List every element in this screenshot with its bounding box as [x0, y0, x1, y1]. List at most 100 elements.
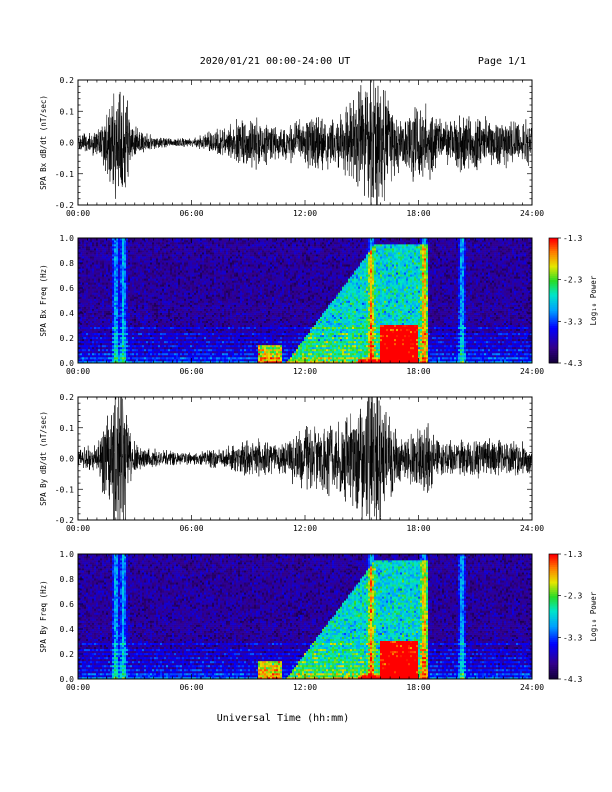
heatmap-cell	[154, 305, 156, 307]
heatmap-cell	[112, 250, 114, 252]
heatmap-cell	[204, 260, 206, 262]
heatmap-cell	[160, 347, 162, 349]
heatmap-cell	[196, 327, 198, 329]
heatmap-cell	[180, 264, 182, 266]
heatmap-cell	[126, 274, 128, 276]
heatmap-cell	[96, 282, 98, 284]
heatmap-cell	[206, 282, 208, 284]
heatmap-cell	[184, 307, 186, 309]
heatmap-cell	[222, 351, 224, 353]
heatmap-cell	[140, 347, 142, 349]
heatmap-cell	[104, 343, 106, 345]
heatmap-cell	[80, 286, 82, 288]
heatmap-cell	[122, 246, 124, 248]
heatmap-cell	[132, 315, 134, 317]
heatmap-cell	[116, 347, 118, 349]
heatmap-cell	[196, 262, 198, 264]
heatmap-cell	[92, 355, 94, 357]
heatmap-cell	[122, 337, 124, 339]
heatmap-cell	[116, 327, 118, 329]
heatmap-cell	[192, 315, 194, 317]
heatmap-cell	[192, 298, 194, 300]
heatmap-cell	[124, 244, 126, 246]
heatmap-cell	[152, 315, 154, 317]
heatmap-cell	[122, 276, 124, 278]
heatmap-cell	[232, 303, 234, 305]
heatmap-cell	[220, 268, 222, 270]
heatmap-cell	[154, 319, 156, 321]
heatmap-cell	[168, 343, 170, 345]
heatmap-cell	[92, 359, 94, 361]
heatmap-cell	[142, 298, 144, 300]
heatmap-cell	[200, 260, 202, 262]
heatmap-cell	[176, 359, 178, 361]
heatmap-cell	[198, 280, 200, 282]
heatmap-cell	[190, 323, 192, 325]
heatmap-cell	[128, 327, 130, 329]
heatmap-cell	[164, 313, 166, 315]
heatmap-cell	[142, 357, 144, 359]
heatmap-cell	[224, 240, 226, 242]
heatmap-cell	[164, 286, 166, 288]
heatmap-cell	[156, 323, 158, 325]
heatmap-cell	[158, 357, 160, 359]
heatmap-cell	[196, 268, 198, 270]
heatmap-cell	[210, 252, 212, 254]
heatmap-cell	[108, 351, 110, 353]
heatmap-cell	[174, 311, 176, 313]
heatmap-cell	[112, 272, 114, 274]
heatmap-cell	[194, 309, 196, 311]
heatmap-cell	[122, 240, 124, 242]
heatmap-cell	[184, 303, 186, 305]
heatmap-cell	[198, 331, 200, 333]
heatmap-cell	[122, 329, 124, 331]
heatmap-cell	[188, 301, 190, 303]
heatmap-cell	[100, 248, 102, 250]
heatmap-cell	[228, 284, 230, 286]
heatmap-cell	[146, 315, 148, 317]
heatmap-cell	[200, 298, 202, 300]
heatmap-cell	[142, 292, 144, 294]
heatmap-cell	[94, 343, 96, 345]
heatmap-cell	[188, 355, 190, 357]
heatmap-cell	[230, 313, 232, 315]
heatmap-cell	[180, 268, 182, 270]
heatmap-cell	[94, 351, 96, 353]
heatmap-cell	[124, 341, 126, 343]
heatmap-cell	[180, 315, 182, 317]
heatmap-cell	[126, 272, 128, 274]
heatmap-cell	[194, 333, 196, 335]
heatmap-cell	[92, 335, 94, 337]
heatmap-cell	[116, 309, 118, 311]
heatmap-cell	[122, 292, 124, 294]
heatmap-cell	[92, 248, 94, 250]
heatmap-cell	[82, 280, 84, 282]
heatmap-cell	[84, 290, 86, 292]
heatmap-cell	[86, 339, 88, 341]
heatmap-cell	[200, 341, 202, 343]
heatmap-cell	[218, 329, 220, 331]
heatmap-cell	[104, 337, 106, 339]
heatmap-cell	[116, 240, 118, 242]
heatmap-cell	[202, 278, 204, 280]
heatmap-cell	[104, 248, 106, 250]
heatmap-cell	[224, 347, 226, 349]
heatmap-cell	[208, 309, 210, 311]
heatmap-cell	[192, 246, 194, 248]
heatmap-cell	[146, 353, 148, 355]
heatmap-cell	[202, 355, 204, 357]
heatmap-cell	[164, 335, 166, 337]
heatmap-cell	[140, 333, 142, 335]
heatmap-cell	[212, 319, 214, 321]
heatmap-cell	[212, 333, 214, 335]
heatmap-cell	[90, 329, 92, 331]
heatmap-cell	[162, 276, 164, 278]
heatmap-cell	[222, 301, 224, 303]
heatmap-cell	[194, 256, 196, 258]
heatmap-cell	[186, 307, 188, 309]
heatmap-cell	[220, 296, 222, 298]
heatmap-cell	[86, 252, 88, 254]
heatmap-cell	[100, 298, 102, 300]
heatmap-cell	[94, 357, 96, 359]
heatmap-cell	[146, 333, 148, 335]
